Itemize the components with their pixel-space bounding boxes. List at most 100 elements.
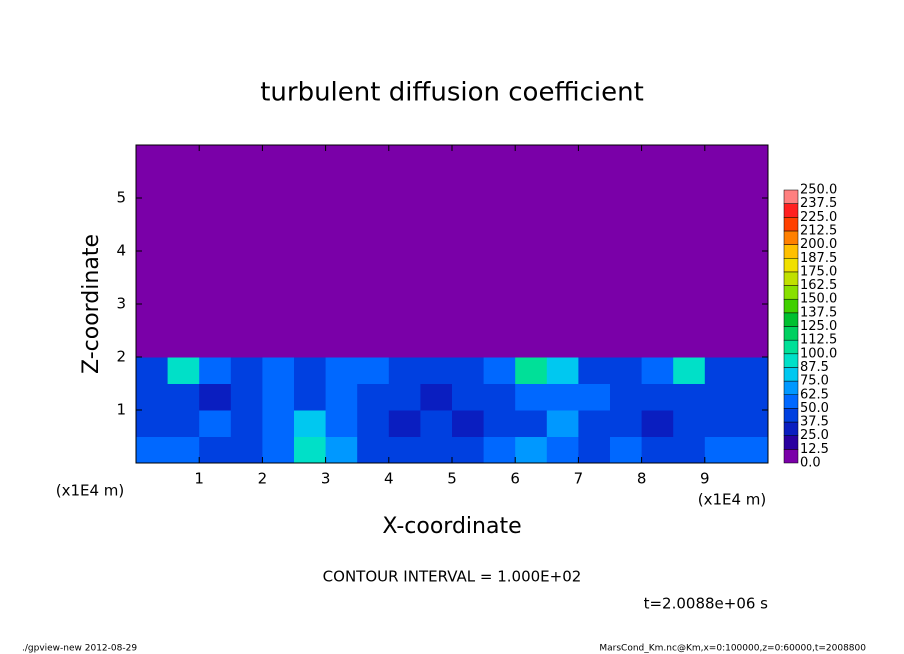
cell [483, 224, 516, 252]
cell [294, 171, 327, 199]
cell [167, 198, 200, 225]
cell [199, 330, 232, 358]
cell [136, 251, 169, 278]
cell [736, 330, 769, 358]
x-unit: (x1E4 m) [698, 491, 767, 509]
cell [578, 436, 611, 464]
colorbar-label: 100.0 [800, 346, 837, 361]
cell [294, 277, 327, 305]
x-tick-label: 7 [574, 470, 584, 488]
cell [673, 330, 706, 358]
cell [736, 171, 769, 199]
cell [294, 304, 327, 331]
cell [610, 171, 643, 199]
cell [230, 224, 263, 252]
cell [136, 277, 169, 305]
cell [610, 277, 643, 305]
cell [230, 357, 263, 384]
colorbar-label: 125.0 [800, 319, 837, 334]
y-tick-label: 2 [116, 348, 126, 366]
cell [325, 330, 358, 358]
cell [388, 410, 421, 437]
cell [357, 145, 390, 172]
cell [704, 304, 737, 331]
footer-left: ./gpview-new 2012-08-29 [22, 644, 137, 654]
cell [483, 145, 516, 172]
cell [610, 251, 643, 278]
cell [199, 171, 232, 199]
colorbar-segment [783, 230, 799, 245]
cell [546, 171, 579, 199]
cell [262, 198, 295, 225]
cell [420, 357, 453, 384]
cell [452, 357, 485, 384]
cell [357, 198, 390, 225]
cell [230, 171, 263, 199]
cell [420, 224, 453, 252]
cell [515, 198, 548, 225]
cell [452, 383, 485, 411]
x-tick-label: 3 [321, 470, 331, 488]
colorbar-segment [783, 203, 799, 218]
cell [546, 330, 579, 358]
cell [357, 383, 390, 411]
cell [736, 304, 769, 331]
time-label: t=2.0088e+06 s [644, 595, 769, 613]
x-tick-label: 1 [194, 470, 204, 488]
colorbar-label: 162.5 [800, 278, 837, 293]
colorbar-segment [783, 217, 799, 232]
cell [736, 436, 769, 464]
x-tick-label: 2 [258, 470, 268, 488]
cell [578, 304, 611, 331]
cell [136, 224, 169, 252]
cell [388, 224, 421, 252]
cell [610, 145, 643, 172]
cell [420, 304, 453, 331]
cell [673, 198, 706, 225]
cell [610, 357, 643, 384]
cell [641, 357, 674, 384]
cell [136, 145, 169, 172]
cell [578, 198, 611, 225]
cell [673, 383, 706, 411]
cell [357, 224, 390, 252]
y-tick-label: 4 [116, 242, 126, 260]
cell [420, 171, 453, 199]
cell [262, 330, 295, 358]
x-tick-label: 8 [637, 470, 647, 488]
cell [388, 330, 421, 358]
x-tick-label: 4 [384, 470, 394, 488]
cell [673, 251, 706, 278]
cell [388, 198, 421, 225]
cell [736, 383, 769, 411]
y-tick-label: 1 [116, 401, 126, 419]
cell [736, 198, 769, 225]
cell [357, 304, 390, 331]
cell [452, 171, 485, 199]
cell [420, 198, 453, 225]
colorbar-segment [783, 421, 799, 436]
cell [167, 330, 200, 358]
cell [673, 304, 706, 331]
colorbar-label: 137.5 [800, 305, 837, 320]
cell [673, 277, 706, 305]
cell [420, 277, 453, 305]
colorbar-label: 75.0 [800, 374, 829, 389]
cell [136, 436, 169, 464]
cell [325, 198, 358, 225]
cell [136, 171, 169, 199]
colorbar-label: 175.0 [800, 264, 837, 279]
cell [294, 145, 327, 172]
cell [167, 251, 200, 278]
colorbar-segment [783, 244, 799, 259]
cell [199, 198, 232, 225]
cell [136, 304, 169, 331]
cell [199, 145, 232, 172]
cell [515, 277, 548, 305]
cell [294, 410, 327, 437]
colorbar-label: 87.5 [800, 360, 829, 375]
cell [230, 251, 263, 278]
x-axis-label: X-coordinate [382, 514, 521, 539]
cell [136, 330, 169, 358]
cell [325, 410, 358, 437]
